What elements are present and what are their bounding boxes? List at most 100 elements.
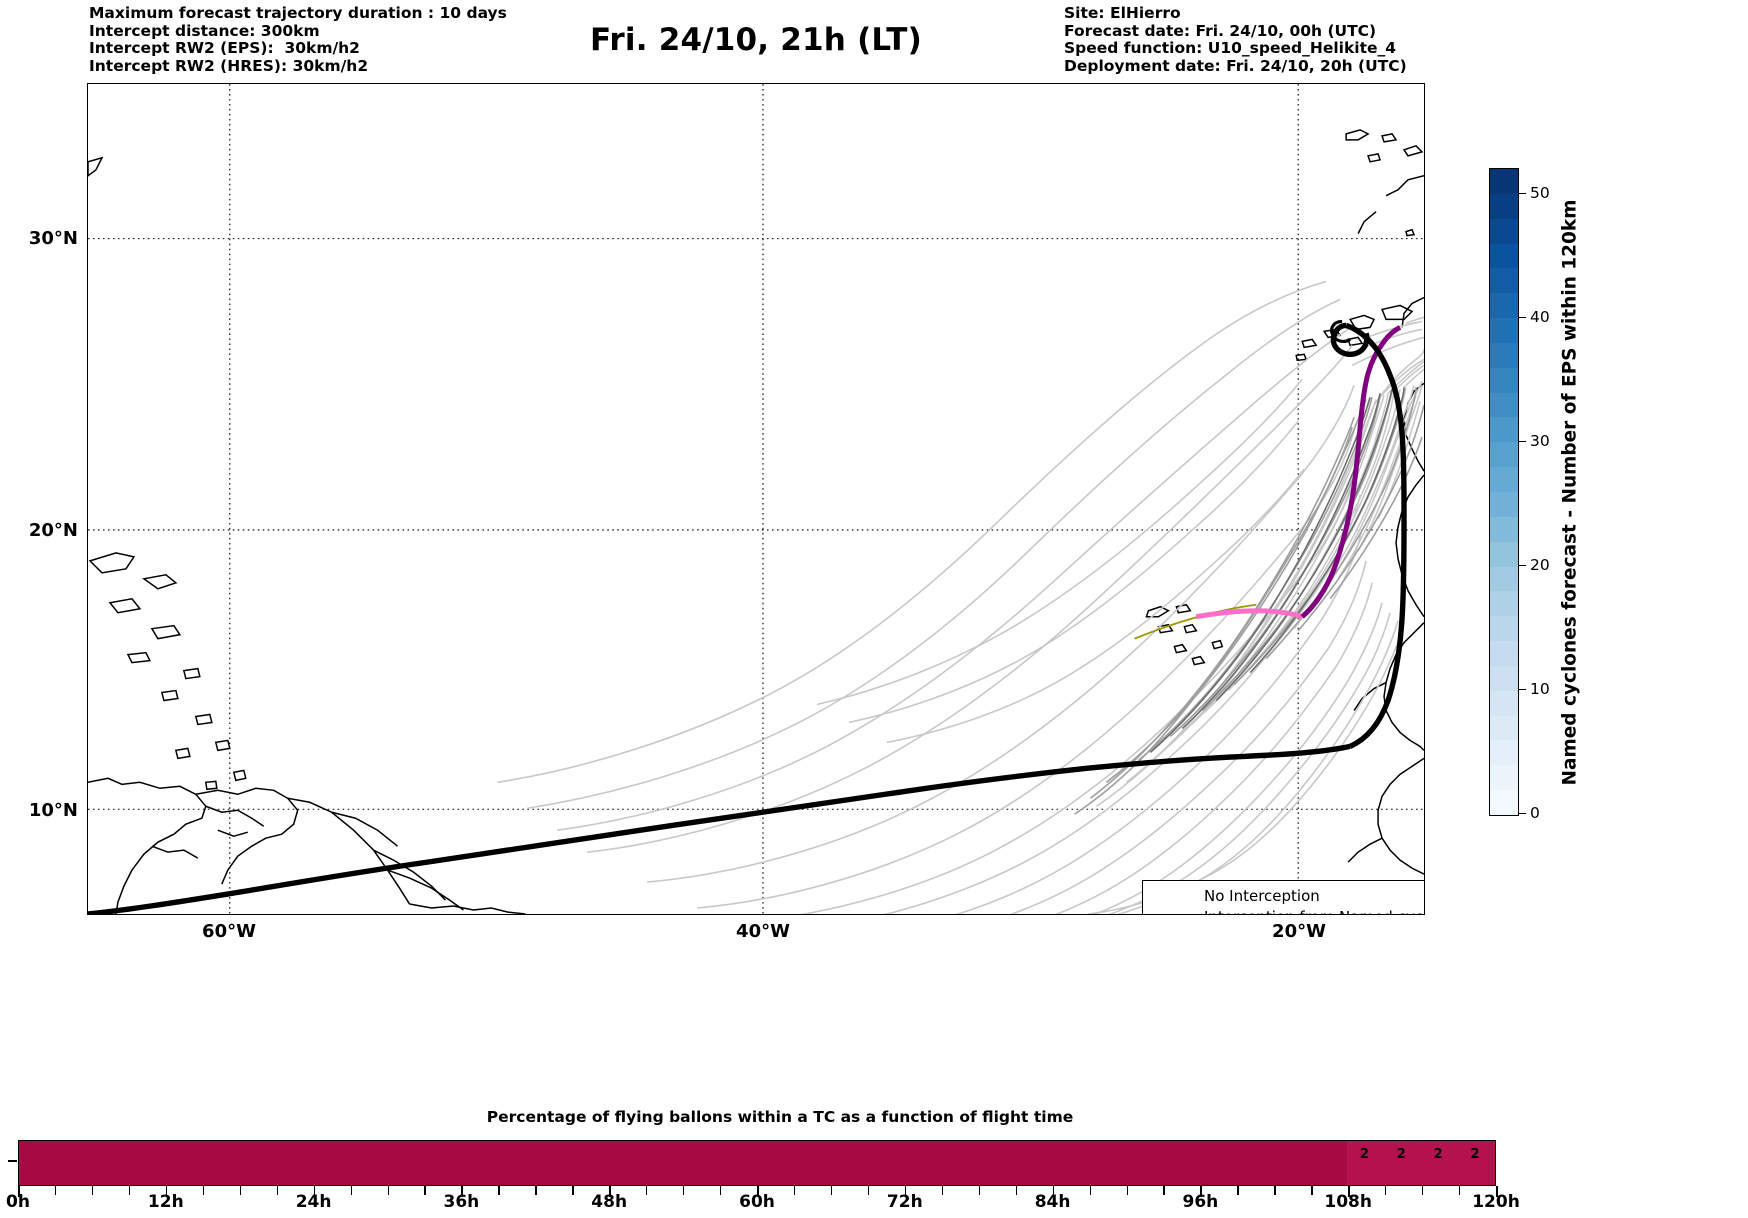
- percentage-bar-tick: [18, 1186, 20, 1197]
- colorbar-segment: [1490, 342, 1518, 368]
- percentage-bar-tick: [978, 1186, 980, 1195]
- percentage-bar-tick: [128, 1186, 131, 1195]
- percentage-bar-axis-label: 0h: [6, 1192, 30, 1212]
- colorbar-segment: [1490, 293, 1518, 319]
- colorbar-segment: [1490, 491, 1518, 517]
- colorbar-segment: [1490, 169, 1518, 194]
- percentage-bar-tick: [461, 1186, 463, 1197]
- map-legend: No Interception Interception from Named …: [1142, 880, 1424, 914]
- colorbar-tick: 30: [1519, 432, 1550, 450]
- colorbar-segment: [1490, 417, 1518, 443]
- colorbar-segment: [1490, 790, 1518, 815]
- percentage-bar-tick: [1385, 1186, 1387, 1195]
- percentage-bar-tick: [165, 1186, 168, 1197]
- colorbar-tick: 40: [1519, 308, 1550, 326]
- legend-item: Interception from Named cyclone: [1152, 907, 1424, 914]
- percentage-bar-axis-label: 96h: [1182, 1192, 1219, 1212]
- hres-track: [1300, 325, 1402, 619]
- colorbar-segment: [1490, 566, 1518, 592]
- percentage-bar-tick: [1422, 1186, 1424, 1195]
- legend-label: No Interception: [1204, 886, 1320, 905]
- percentage-bar-axis-label: 84h: [1034, 1192, 1071, 1212]
- percentage-bar-axis-label: 36h: [443, 1192, 480, 1212]
- percentage-bar-tick: [793, 1186, 796, 1195]
- percentage-bar-tick: [424, 1186, 426, 1195]
- colorbar-tick: 0: [1519, 804, 1540, 822]
- analysis-track: [88, 322, 1407, 914]
- eps-trajectories: [497, 280, 1424, 914]
- colorbar-segment: [1490, 318, 1518, 343]
- percentage-bar-tick: [904, 1186, 907, 1197]
- percentage-bar-tick: [1348, 1186, 1350, 1197]
- percentage-bar-tick: [1496, 1186, 1498, 1197]
- percentage-bar-tick: [91, 1186, 94, 1195]
- colorbar-tick: 50: [1519, 184, 1550, 202]
- percentage-bar-tick: [720, 1186, 722, 1195]
- percentage-bar-value-label: 2: [1470, 1147, 1480, 1162]
- colorbar-segment: [1490, 715, 1518, 741]
- colorbar-segment: [1490, 442, 1518, 468]
- percentage-bar-tick: [276, 1186, 278, 1195]
- header-right-info: Site: ElHierro Forecast date: Fri. 24/10…: [1064, 4, 1407, 75]
- percentage-bar-segment-base: [19, 1141, 1348, 1185]
- map-gridlines: [88, 84, 1424, 914]
- header-left-info: Maximum forecast trajectory duration : 1…: [89, 4, 507, 75]
- percentage-bar-tick: [350, 1186, 352, 1195]
- percentage-bar-tick: [535, 1186, 537, 1195]
- percentage-bar: 2 2 2 2: [18, 1140, 1496, 1186]
- percentage-bar-title: Percentage of flying ballons within a TC…: [486, 1108, 1074, 1126]
- colorbar-segment: [1490, 218, 1518, 244]
- percentage-bar-tick: [941, 1186, 944, 1195]
- colorbar-ticks: 0 10 20 30 40 50: [1519, 168, 1579, 822]
- colorbar-segment: [1490, 193, 1518, 219]
- percentage-bar-segment-highlight: 2 2 2 2: [1347, 1141, 1495, 1185]
- percentage-bar-tick: [1163, 1186, 1165, 1195]
- map-panel: No Interception Interception from Named …: [87, 83, 1425, 915]
- colorbar-segment: [1490, 392, 1518, 418]
- percentage-bar-tick: [1200, 1186, 1202, 1197]
- colorbar-segment: [1490, 243, 1518, 269]
- lon-tick-label: 20°W: [1272, 921, 1326, 942]
- colorbar-tick: 20: [1519, 556, 1550, 574]
- percentage-bar-tick: [646, 1186, 648, 1195]
- percentage-bar-tick: [757, 1186, 759, 1197]
- percentage-bar-labels: 0h 12h 24h 36h 48h 60h 72h 84h 96h 108h 120h: [6, 1192, 1520, 1218]
- colorbar-label: Named cyclones forecast - Number of EPS …: [1559, 198, 1581, 786]
- percentage-bar-axis-label: 108h: [1324, 1192, 1372, 1212]
- percentage-bar-tick: [1274, 1186, 1276, 1195]
- page-title: Fri. 24/10, 21h (LT): [590, 22, 922, 58]
- colorbar-segment: [1490, 765, 1518, 791]
- percentage-bar-tick: [867, 1186, 870, 1195]
- percentage-bar-tick: [609, 1186, 611, 1197]
- percentage-bar-axis-label: 120h: [1472, 1192, 1520, 1212]
- colorbar-segment: [1490, 516, 1518, 542]
- percentage-bar-tick: [1126, 1186, 1128, 1195]
- percentage-bar-tick: [830, 1186, 833, 1195]
- percentage-bar-tick: [572, 1186, 574, 1195]
- colorbar-segment: [1490, 665, 1518, 691]
- percentage-bar-tick: [1237, 1186, 1239, 1195]
- percentage-bar-axis-label: 60h: [739, 1192, 775, 1212]
- percentage-bar-tick: [54, 1186, 57, 1195]
- hres-track-highlight: [1195, 608, 1303, 620]
- percentage-bar-tick: [387, 1186, 389, 1195]
- colorbar-segment: [1490, 641, 1518, 666]
- percentage-bar-axis-label: 72h: [886, 1192, 923, 1212]
- colorbar-segment: [1490, 367, 1518, 393]
- lat-tick-label: 20°N: [28, 520, 78, 541]
- colorbar-segment: [1490, 467, 1518, 492]
- percentage-bar-tick: [498, 1186, 500, 1195]
- tc-observation-marker: [1330, 319, 1351, 343]
- colorbar-tick: 10: [1519, 680, 1550, 698]
- percentage-bar-left-tick: [8, 1160, 17, 1162]
- coastlines: [88, 129, 1424, 914]
- colorbar-segment: [1490, 591, 1518, 617]
- percentage-bar-tick: [202, 1186, 205, 1195]
- percentage-bar-axis-label: 12h: [147, 1192, 184, 1212]
- lat-tick-label: 10°N: [28, 800, 78, 821]
- lon-tick-label: 60°W: [202, 921, 256, 942]
- percentage-bar-value-label: 2: [1396, 1147, 1406, 1162]
- eps-trajectories-dark: [1149, 387, 1405, 753]
- legend-label: Interception from Named cyclone: [1196, 909, 1424, 914]
